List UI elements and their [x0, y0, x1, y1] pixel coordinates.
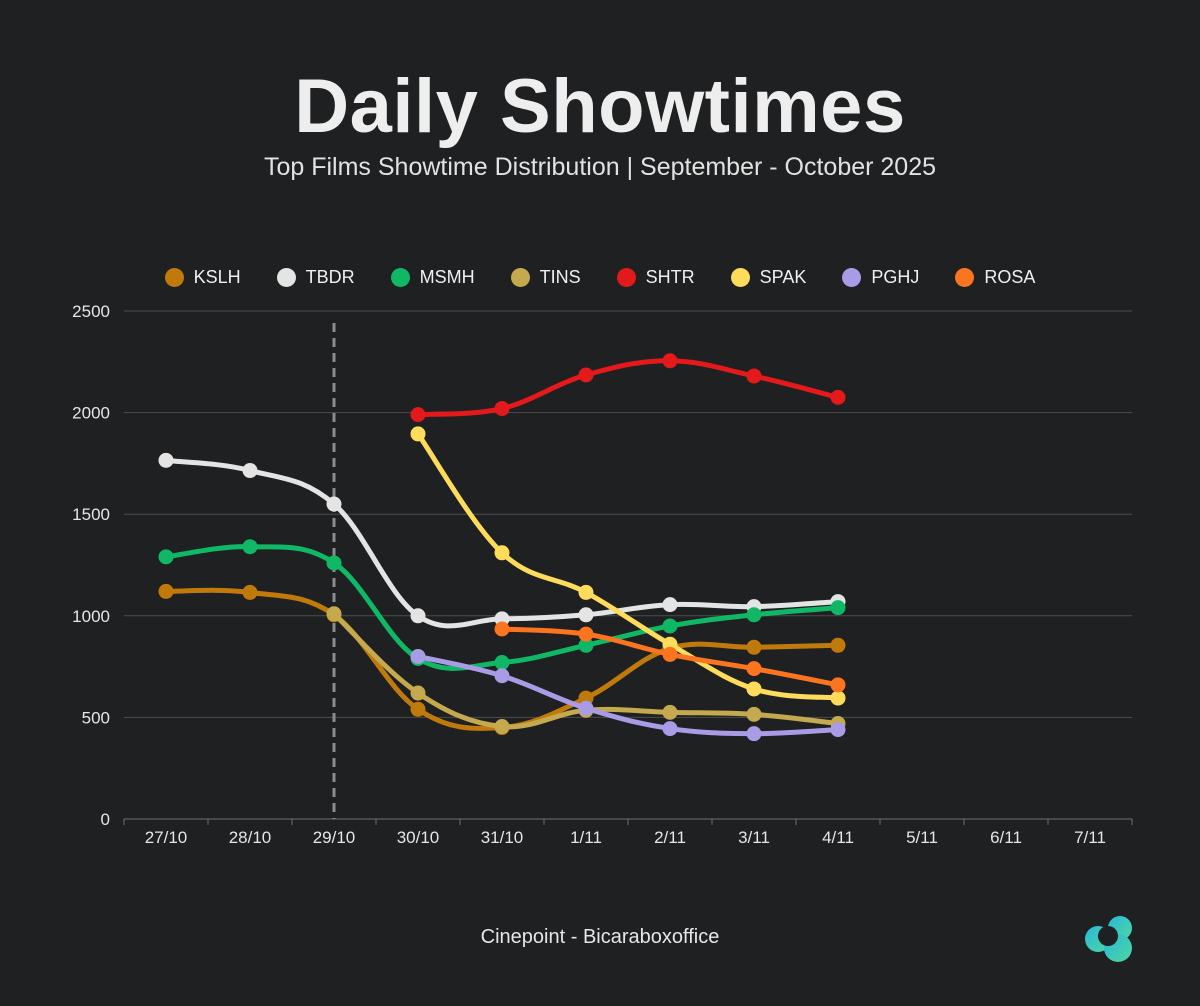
legend-swatch	[616, 267, 636, 287]
data-point-msmh	[158, 549, 174, 565]
data-point-rosa	[494, 621, 510, 637]
data-point-kslh	[830, 637, 846, 653]
legend-item-rosa: ROSA	[955, 267, 1035, 288]
data-point-tbdr	[242, 463, 258, 479]
data-point-tins	[410, 685, 426, 701]
data-point-rosa	[578, 626, 594, 642]
x-tick-label: 3/11	[738, 828, 770, 847]
legend-item-msmh: MSMH	[390, 266, 475, 288]
x-tick-label: 5/11	[906, 828, 938, 847]
y-tick-label: 2500	[72, 302, 110, 321]
data-point-rosa	[830, 677, 846, 693]
y-tick-label: 1500	[72, 505, 110, 524]
series-line-shtr	[415, 358, 841, 418]
data-point-spak	[410, 426, 426, 442]
data-point-tins	[494, 719, 510, 735]
data-point-shtr	[578, 367, 594, 383]
data-point-msmh	[746, 607, 762, 623]
data-point-tbdr	[158, 452, 174, 468]
source-credit: Cinepoint - Bicaraboxoffice	[480, 926, 720, 948]
legend-swatch	[842, 267, 862, 287]
data-point-shtr	[746, 368, 762, 384]
data-point-msmh	[494, 655, 510, 671]
series-line-pghj	[415, 653, 841, 737]
legend-swatch	[276, 267, 296, 287]
data-point-rosa	[662, 646, 678, 662]
legend-swatch	[955, 267, 975, 287]
x-tick-label: 28/10	[229, 828, 272, 847]
series-line-tbdr	[163, 457, 841, 629]
data-point-spak	[746, 681, 762, 697]
legend-item-tins: TINS	[510, 266, 581, 288]
data-point-kslh	[410, 701, 426, 717]
y-tick-label: 0	[101, 810, 110, 829]
legend-swatch	[390, 267, 410, 287]
data-point-pghj	[578, 700, 594, 716]
legend-swatch	[510, 267, 530, 287]
y-tick-label: 500	[82, 708, 110, 727]
legend-label: MSMH	[419, 266, 475, 287]
data-point-tbdr	[326, 496, 342, 512]
data-point-pghj	[746, 726, 762, 742]
data-point-pghj	[662, 721, 678, 737]
x-tick-label: 7/11	[1074, 828, 1106, 847]
data-point-pghj	[494, 668, 510, 684]
legend-item-pghj: PGHJ	[842, 267, 919, 288]
data-point-tbdr	[410, 608, 426, 624]
chart-title: Daily Showtimes	[294, 64, 906, 149]
data-point-msmh	[662, 618, 678, 634]
data-point-msmh	[578, 637, 594, 653]
data-point-tins	[662, 704, 678, 720]
data-point-shtr	[494, 401, 510, 417]
x-tick-label: 6/11	[990, 828, 1022, 847]
data-point-spak	[494, 545, 510, 561]
legend-label: KSLH	[193, 266, 241, 287]
legend-label: TINS	[539, 266, 581, 287]
data-point-rosa	[746, 661, 762, 677]
data-point-tbdr	[578, 607, 594, 623]
data-point-pghj	[830, 722, 846, 738]
x-tick-label: 30/10	[397, 828, 440, 847]
legend-label: SPAK	[759, 266, 807, 287]
legend-item-spak: SPAK	[730, 266, 807, 288]
x-tick-label: 29/10	[313, 828, 356, 847]
legend-item-kslh: KSLH	[164, 266, 241, 288]
legend-swatch	[730, 267, 750, 287]
data-point-msmh	[830, 600, 846, 616]
data-point-shtr	[410, 407, 426, 423]
y-tick-label: 2000	[72, 404, 110, 423]
chart-subtitle: Top Films Showtime Distribution | Septem…	[263, 153, 937, 181]
data-point-shtr	[662, 353, 678, 369]
legend-label: ROSA	[984, 266, 1036, 287]
x-tick-label: 27/10	[145, 828, 188, 847]
cloud-logo-icon	[1085, 916, 1132, 962]
data-point-kslh	[242, 584, 258, 600]
data-point-kslh	[158, 583, 174, 599]
legend-item-shtr: SHTR	[616, 266, 695, 288]
data-point-tins	[326, 606, 342, 622]
data-point-tbdr	[662, 597, 678, 613]
x-tick-label: 1/11	[570, 828, 602, 847]
chart-legend: KSLH TBDR MSMH TINS SHTR SPAK PGHJ ROSA	[0, 262, 1200, 292]
x-tick-label: 2/11	[654, 828, 686, 847]
x-tick-label: 31/10	[481, 828, 524, 847]
x-tick-label: 4/11	[822, 828, 854, 847]
y-tick-label: 1000	[72, 607, 110, 626]
legend-label: SHTR	[645, 266, 695, 287]
data-point-msmh	[242, 539, 258, 555]
data-point-shtr	[830, 389, 846, 405]
data-point-msmh	[326, 555, 342, 571]
data-point-kslh	[746, 639, 762, 655]
data-point-spak	[578, 584, 594, 600]
data-point-pghj	[410, 648, 426, 664]
legend-item-tbdr: TBDR	[276, 266, 355, 288]
legend-swatch	[164, 267, 184, 287]
series-line-spak	[415, 431, 841, 701]
legend-label: PGHJ	[871, 266, 920, 287]
data-point-spak	[830, 690, 846, 706]
data-point-tins	[746, 706, 762, 722]
legend-label: TBDR	[305, 266, 355, 287]
